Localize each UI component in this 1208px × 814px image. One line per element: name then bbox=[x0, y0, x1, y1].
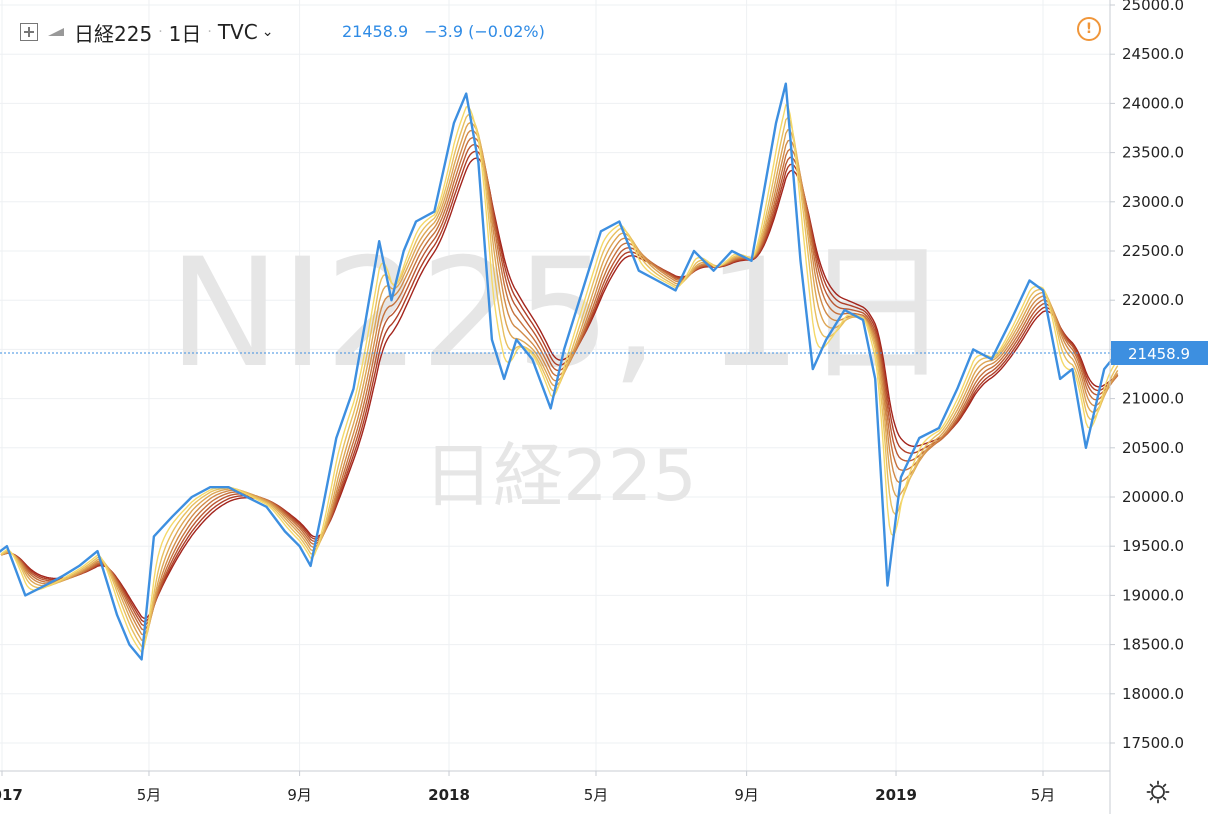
price-line-group bbox=[0, 82, 1119, 661]
price-change: −3.9 (−0.02%) bbox=[424, 22, 545, 41]
x-axis: 2017 5月 9月 2018 5月 9月 2019 5月 bbox=[0, 771, 1055, 804]
flag-icon[interactable] bbox=[48, 28, 64, 36]
y-tick-label: 20500.0 bbox=[1122, 439, 1184, 457]
quote-values: 21458.9 −3.9 (−0.02%) bbox=[342, 22, 545, 41]
y-tick-label: 17500.0 bbox=[1122, 734, 1184, 752]
x-tick-label: 5月 bbox=[584, 786, 609, 804]
y-tick-label: 18500.0 bbox=[1122, 636, 1184, 654]
change-value: −3.9 bbox=[424, 22, 464, 41]
separator-dot: · bbox=[207, 24, 212, 40]
x-tick-label: 2018 bbox=[428, 786, 470, 804]
last-price: 21458.9 bbox=[342, 22, 409, 41]
x-tick-label: 9月 bbox=[287, 786, 312, 804]
x-tick-label: 5月 bbox=[137, 786, 162, 804]
y-tick-label: 19500.0 bbox=[1122, 537, 1184, 555]
y-tick-label: 18000.0 bbox=[1122, 685, 1184, 703]
x-tick-label: 2019 bbox=[875, 786, 917, 804]
svg-text:21458.9: 21458.9 bbox=[1128, 345, 1190, 363]
expand-icon[interactable] bbox=[20, 23, 38, 41]
x-tick-label: 9月 bbox=[734, 786, 759, 804]
y-tick-label: 24500.0 bbox=[1122, 45, 1184, 63]
change-percent: (−0.02%) bbox=[468, 22, 545, 41]
y-tick-label: 24000.0 bbox=[1122, 94, 1184, 112]
separator-dot: · bbox=[158, 24, 163, 40]
symbol-name[interactable]: 日経225 bbox=[74, 21, 153, 46]
x-tick-label: 5月 bbox=[1031, 786, 1056, 804]
chart-header: 日経225 · 1日 · TVC ⌄ bbox=[20, 18, 273, 46]
y-tick-label: 22500.0 bbox=[1122, 242, 1184, 260]
y-tick-label: 25000.0 bbox=[1122, 0, 1184, 14]
ma-ribbon-line bbox=[0, 103, 1119, 654]
watermark-sub: 日経225 bbox=[423, 435, 697, 517]
x-tick-label: 2017 bbox=[0, 786, 23, 804]
exchange-label[interactable]: TVC bbox=[217, 20, 258, 44]
ma-ribbon-line bbox=[0, 157, 1119, 619]
interval-label[interactable]: 1日 bbox=[168, 21, 202, 46]
alert-glyph: ! bbox=[1085, 21, 1093, 37]
settings-gear-icon[interactable] bbox=[1146, 780, 1170, 804]
y-tick-label: 22000.0 bbox=[1122, 291, 1184, 309]
y-tick-label: 23500.0 bbox=[1122, 144, 1184, 162]
y-tick-label: 21000.0 bbox=[1122, 390, 1184, 408]
chevron-down-icon[interactable]: ⌄ bbox=[261, 24, 274, 40]
y-tick-label: 23000.0 bbox=[1122, 193, 1184, 211]
ma-ribbon-line bbox=[0, 129, 1119, 636]
price-tag: 21458.9 bbox=[1111, 341, 1208, 365]
y-axis: 25000.0 24500.0 24000.0 23500.0 23000.0 22500… bbox=[1110, 0, 1184, 752]
alert-icon[interactable]: ! bbox=[1077, 17, 1101, 41]
y-tick-label: 19000.0 bbox=[1122, 586, 1184, 604]
y-tick-label: 20000.0 bbox=[1122, 488, 1184, 506]
